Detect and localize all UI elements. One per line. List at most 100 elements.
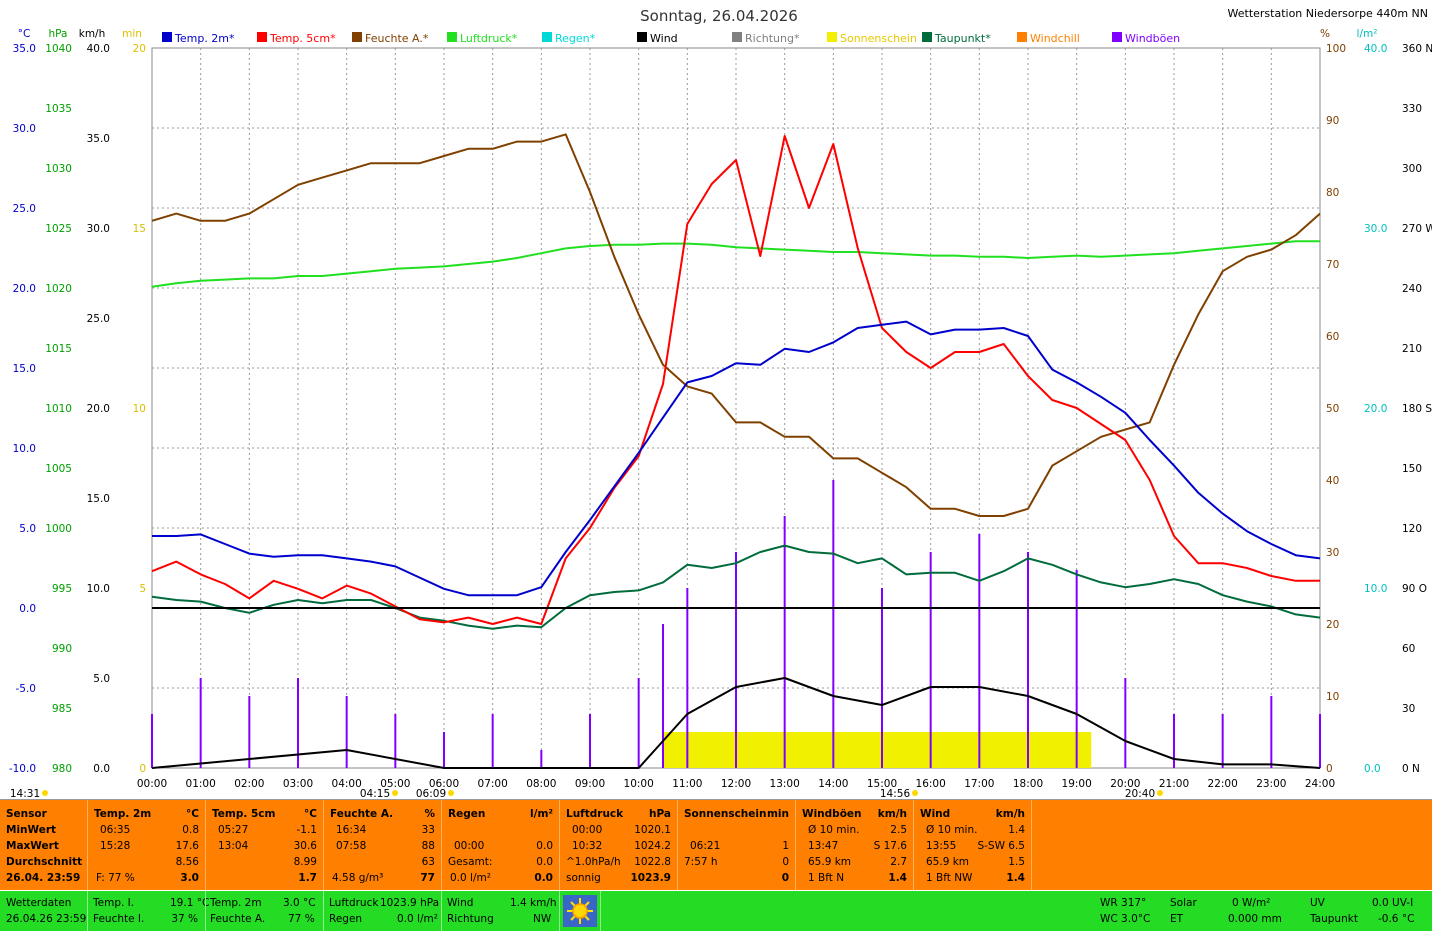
luftdruck-min-val: 1020.1 [634,824,671,836]
legend-swatch [732,32,742,42]
humidity-tick-label: 20 [1326,619,1339,631]
sunshine-bar [930,732,980,768]
sun-event-label: 06:09 [416,788,446,800]
sun-tick-label: 15 [133,223,146,235]
boeen-r3-val: 2.7 [890,856,907,868]
humidity-tick-label: 0 [1326,763,1333,775]
luftdruck-title: Luftdruck [566,808,624,820]
row-label-max: MaxWert [6,840,59,852]
sun-event-label: 20:40 [1125,788,1155,800]
wind-tick-label: 30.0 [87,223,110,235]
sun-tick-label: 20 [133,43,146,55]
pressure-tick-label: 980 [52,763,72,775]
wind-title: Wind [920,808,951,820]
wind-r4-val: 1.4 [1006,872,1025,884]
cur-taupunkt-label: Taupunkt [1310,913,1358,925]
time-tick-label: 16:00 [916,778,946,790]
temp-tick-label: 15.0 [13,363,36,375]
temp5cm-max-val: 30.6 [293,840,317,852]
temp-tick-label: 20.0 [13,283,36,295]
legend-swatch [162,32,172,42]
cur-solar-val: 0 W/m² [1232,897,1271,909]
legend-label: Regen* [555,32,596,45]
pressure-tick-label: 995 [52,583,72,595]
temp5cm-max-time: 13:04 [218,840,249,852]
temp2m-unit: °C [186,808,199,820]
temp5cm-min-time: 05:27 [218,824,249,836]
rain-tick-label: 40.0 [1364,43,1387,55]
statistics-panel: Sensor MinWert MaxWert Durchschnitt 26.0… [0,799,1432,890]
time-tick-label: 12:00 [721,778,751,790]
boeen-r2-val: S 17.6 [873,840,907,852]
sunshine-bar [1076,732,1092,768]
luftdruck-max-time: 10:32 [572,840,603,852]
feuchte-title: Feuchte A. [330,808,394,820]
pressure-tick-label: 1025 [45,223,72,235]
cur-regen-label: Regen [329,913,363,925]
direction-tick-label: 0 N [1402,763,1420,775]
sun-events: 14:31 04:15 06:09 14:56 20:40 [10,788,1163,800]
boeen-r3-label: 65.9 km [808,856,852,868]
direction-tick-label: 360 N [1402,43,1432,55]
direction-tick-label: 30 [1402,703,1415,715]
sun-event-label: 04:15 [360,788,390,800]
temp5cm-now-val: 1.7 [298,872,317,884]
temp2m-now-val: 3.0 [180,872,199,884]
temp2m-title: Temp. 2m [94,808,152,820]
humidity-tick-label: 100 [1326,43,1346,55]
direction-tick-label: 300 [1402,163,1422,175]
time-tick-label: 14:00 [818,778,848,790]
temp-tick-label: 0.0 [19,603,36,615]
luftdruck-avg: 1022.8 [634,856,671,868]
cur-uv-label: UV [1310,897,1325,909]
cur-feuchte-a-label: Feuchte A. [210,913,266,925]
legend-label: Windböen [1125,32,1180,45]
pressure-tick-label: 1035 [45,103,72,115]
regen-row2-label: 00:00 [454,840,485,852]
pressure-tick-label: 1020 [45,283,72,295]
legend-label: Wind [650,32,678,45]
wind-r1-val: 1.4 [1008,824,1025,836]
stats-feuchte: Feuchte A. % 16:34 33 07:58 88 63 4.58 g… [323,800,441,890]
legend-swatch [1112,32,1122,42]
weather-chart: Sonntag, 26.04.2026 Wetterstation Nieder… [8,7,1432,800]
legend-label: Windchill [1030,32,1080,45]
pressure-tick-label: 1015 [45,343,72,355]
legend-swatch [542,32,552,42]
unit-sun: min [122,28,142,40]
time-tick-label: 15:00 [867,778,897,790]
regen-row3-val: 0.0 [536,856,553,868]
axis-units: °C hPa km/h min % l/m² [18,28,1378,40]
pressure-tick-label: 1030 [45,163,72,175]
time-tick-label: 24:00 [1305,778,1335,790]
chart-title: Sonntag, 26.04.2026 [640,7,798,25]
direction-tick-label: 210 [1402,343,1422,355]
sonne-row3-time: 7:57 h [684,856,718,868]
time-tick-label: 04:00 [332,778,362,790]
station-name: Wetterstation Niedersorpe 440m NN [1228,7,1429,20]
sun-tick-label: 10 [133,403,146,415]
feuchte-now-label: 4.58 g/m³ [332,872,384,884]
luftdruck-max-val: 1024.2 [634,840,671,852]
temp-tick-label: 25.0 [13,203,36,215]
sun-tick-label: 0 [139,763,146,775]
temp2m-avg: 8.56 [175,856,199,868]
stats-row-labels: Sensor MinWert MaxWert Durchschnitt 26.0… [0,800,86,890]
legend-swatch [257,32,267,42]
cur-solar-label: Solar [1170,897,1197,909]
legend-label: Sonnenschein [840,32,917,45]
feuchte-i-val: 37 % [171,913,198,925]
unit-wind: km/h [79,28,106,40]
series-line-taupunkt [151,544,1321,630]
time-tick-label: 17:00 [964,778,994,790]
rain-tick-label: 0.0 [1364,763,1381,775]
time-tick-label: 20:00 [1110,778,1140,790]
time-tick-label: 21:00 [1159,778,1189,790]
temp-i-label: Temp. I. [93,897,135,909]
row-label-now: 26.04. 23:59 [6,872,81,884]
stats-sonnenschein: Sonnenschein min 06:21 1 7:57 h 0 0 [677,800,795,890]
time-tick-label: 07:00 [478,778,508,790]
direction-tick-label: 90 O [1402,583,1427,595]
time-tick-label: 10:00 [624,778,654,790]
current-weather-panel: Wetterdaten 26.04.26 23:59 Temp. I. 19.1… [0,891,1432,931]
